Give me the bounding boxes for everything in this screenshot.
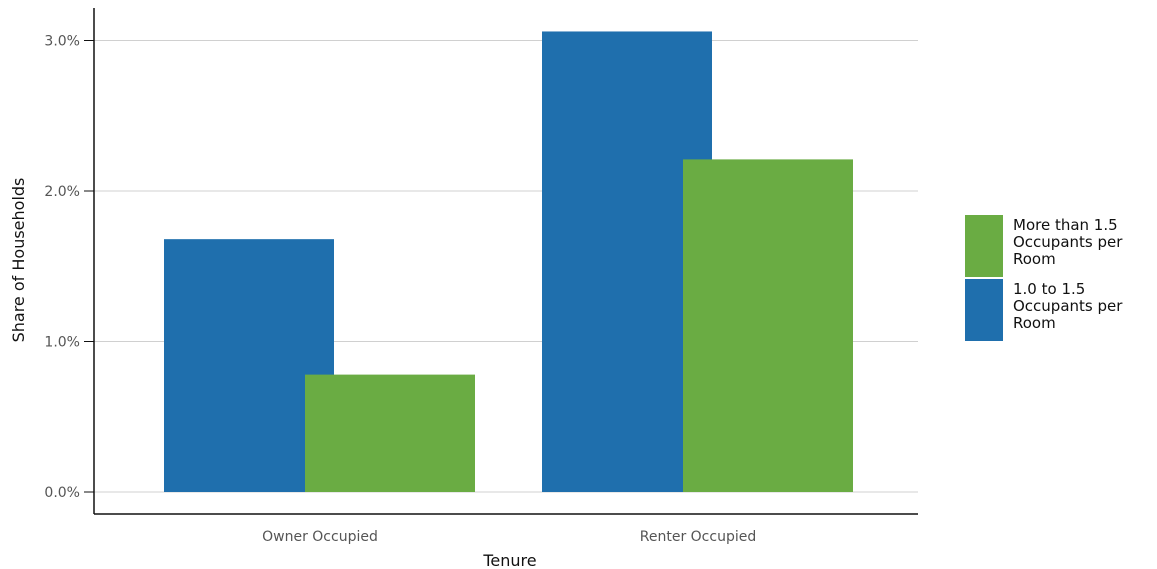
legend-label: Room — [1013, 250, 1056, 268]
legend-label: More than 1.5 — [1013, 216, 1118, 234]
y-axis-title: Share of Households — [9, 178, 28, 343]
y-tick-label: 2.0% — [44, 184, 80, 200]
x-tick-label: Owner Occupied — [262, 529, 378, 545]
legend-label: Occupants per — [1013, 297, 1123, 315]
bar — [683, 159, 853, 492]
legend-swatch — [965, 215, 1003, 277]
legend-swatch — [965, 279, 1003, 341]
legend-label: Room — [1013, 314, 1056, 332]
y-tick-label: 0.0% — [44, 485, 80, 501]
y-tick-label: 1.0% — [44, 335, 80, 351]
legend-label: 1.0 to 1.5 — [1013, 280, 1085, 298]
x-tick-label: Renter Occupied — [640, 529, 756, 545]
y-axis-ticks: 0.0% 1.0% 2.0% 3.0% — [44, 34, 94, 501]
bars — [164, 31, 853, 492]
legend-label: Occupants per — [1013, 233, 1123, 251]
bar — [305, 374, 475, 492]
y-tick-label: 3.0% — [44, 34, 80, 50]
x-axis-ticks: Owner Occupied Renter Occupied — [262, 529, 756, 545]
x-axis-title: Tenure — [482, 551, 536, 569]
